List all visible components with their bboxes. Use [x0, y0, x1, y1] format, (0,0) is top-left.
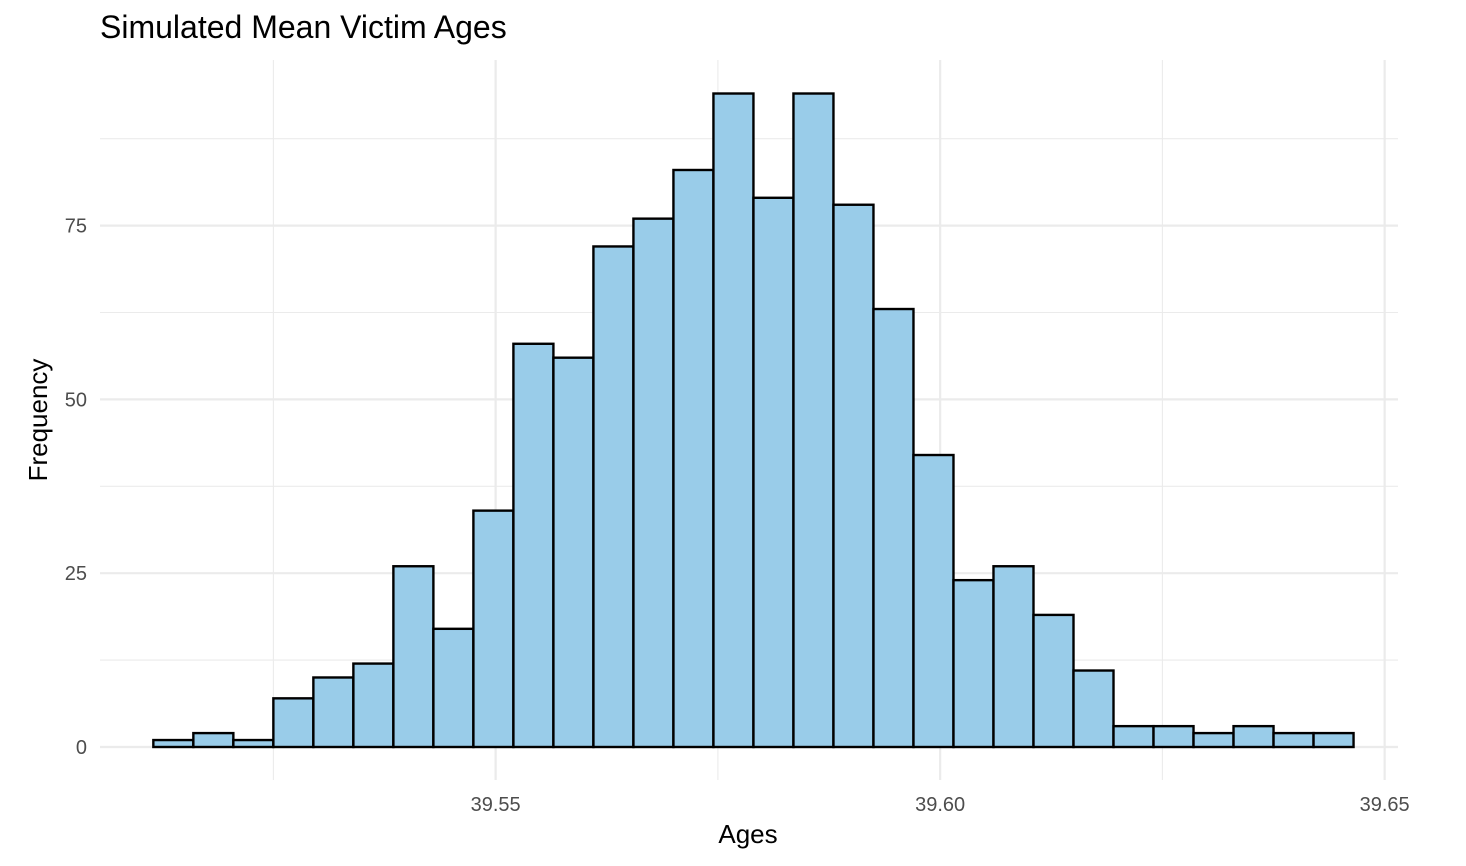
x-tick-label: 39.60: [915, 794, 965, 816]
histogram-bar: [952, 578, 995, 749]
y-axis-ticks: 0 25 50 75: [65, 216, 87, 759]
histogram-bar: [552, 356, 595, 749]
histogram-bar: [592, 245, 635, 749]
histogram-bar: [512, 342, 555, 749]
histogram-bars: [152, 92, 1355, 749]
histogram-bar: [1192, 731, 1235, 749]
histogram-bar: [232, 738, 275, 749]
histogram-bar: [432, 627, 475, 749]
x-tick-label: 39.55: [471, 794, 521, 816]
histogram-bar: [832, 203, 875, 749]
histogram-bar: [1232, 724, 1275, 749]
x-axis-ticks: 39.55 39.60 39.65: [471, 794, 1410, 816]
chart-title: Simulated Mean Victim Ages: [100, 9, 507, 45]
x-axis-title: Ages: [718, 819, 777, 849]
y-tick-label: 25: [65, 563, 87, 585]
histogram-bar: [1152, 724, 1195, 749]
y-tick-label: 50: [65, 389, 87, 411]
histogram-bar: [152, 738, 195, 749]
y-tick-label: 75: [65, 216, 87, 238]
y-tick-label: 0: [76, 737, 87, 759]
histogram-bar: [992, 565, 1035, 749]
histogram-bar: [792, 92, 835, 749]
histogram-bar: [752, 196, 795, 749]
histogram-bar: [192, 731, 235, 749]
histogram-bar: [272, 697, 315, 749]
histogram-bar: [392, 565, 435, 749]
histogram-bar: [712, 92, 755, 749]
y-axis-title: Frequency: [23, 359, 53, 482]
histogram-bar: [912, 453, 955, 749]
histogram-bar: [1312, 731, 1355, 749]
histogram-bar: [1112, 724, 1155, 749]
x-tick-label: 39.65: [1360, 794, 1410, 816]
histogram-bar: [872, 307, 915, 749]
histogram-bar: [472, 509, 515, 749]
histogram-bar: [1272, 731, 1315, 749]
histogram-bar: [312, 676, 355, 749]
histogram-bar: [672, 168, 715, 749]
histogram-bar: [352, 662, 395, 749]
histogram-bar: [632, 217, 675, 749]
histogram-bar: [1032, 613, 1075, 749]
histogram-bar: [1072, 669, 1115, 749]
